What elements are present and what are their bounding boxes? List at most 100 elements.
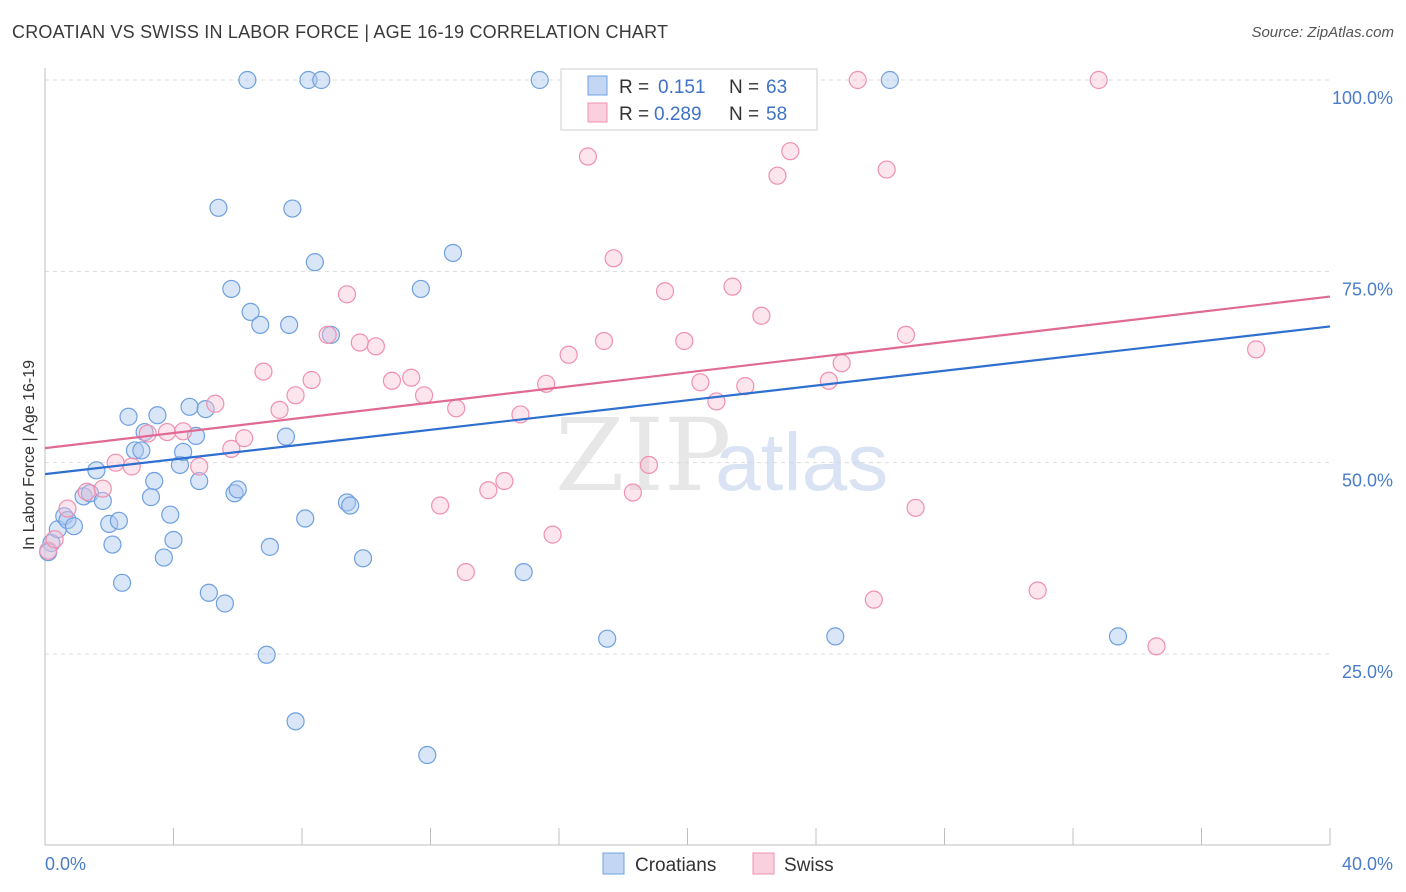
croatians-point-39 [260,537,279,556]
croatians-point-59 [826,627,845,646]
croatians-point-12 [112,573,132,592]
swiss-point-26 [447,399,466,418]
croatians-point-36 [241,302,260,321]
croatians-point-31 [215,594,234,613]
croatians-point-57 [598,629,617,648]
croatians-point-11 [109,511,128,530]
series-croatians [39,70,1128,765]
croatians-point-60 [880,70,899,90]
swiss-point-29 [495,471,514,491]
swiss-point-28 [479,481,498,500]
swiss-point-22 [382,371,402,390]
swiss-point-57 [1147,637,1166,656]
legend-n-label-2: N = [729,104,759,125]
swiss-point-23 [402,368,421,387]
croatians-point-4 [64,517,84,536]
swiss-point-50 [848,70,867,90]
swiss-point-0 [39,541,58,560]
swiss-point-1 [45,530,64,549]
swiss-point-43 [723,277,742,296]
swiss-point-21 [366,337,385,356]
croatians-point-50 [341,496,360,515]
swiss-point-55 [1028,581,1047,600]
croatians-point-40 [276,427,296,446]
x-tick-label-min: 0.0% [45,854,86,874]
watermark-zip: ZIP [555,397,731,514]
croatians-point-28 [196,399,215,419]
croatians-point-37 [251,315,270,335]
swiss-point-18 [318,325,337,344]
croatians-point-49 [337,493,357,512]
swiss-point-41 [691,373,710,392]
swiss-point-6 [122,457,141,476]
trend-lines [44,295,1331,476]
swiss-point-53 [896,325,916,344]
croatians-point-20 [154,548,173,567]
swiss-point-25 [431,496,450,515]
croatians-point-61 [1108,627,1128,646]
croatians-point-27 [190,471,209,491]
swiss-point-14 [254,362,273,381]
croatians-point-32 [222,279,241,299]
croatians-point-56 [530,70,549,90]
croatians-point-55 [514,563,533,582]
swiss-point-7 [138,424,157,443]
croatians-point-46 [305,253,324,272]
swiss-point-48 [819,371,838,390]
legend-n-value-1: 63 [766,77,787,98]
swiss-point-27 [456,563,475,582]
swiss-point-16 [286,386,305,405]
legend-r-value-2: 0.289 [654,104,702,125]
bottom-legend-swatch-swiss [752,852,775,875]
swiss-point-39 [655,282,675,301]
croatians-point-38 [257,645,276,664]
swiss-point-2 [58,499,77,518]
y-tick-label-50: 50.0% [1342,471,1393,491]
bottom-legend-swatch-croatians [602,852,625,875]
watermark-atlas: atlas [715,417,888,508]
swiss-point-19 [337,285,357,304]
croatians-point-42 [283,199,302,218]
axes [44,68,1331,846]
y-tick-label-25: 25.0% [1342,662,1393,682]
bottom-legend: Croatians Swiss [602,852,834,876]
croatians-point-51 [353,549,373,568]
swiss-point-49 [832,354,851,373]
swiss-point-47 [781,142,800,161]
croatians-point-53 [418,745,437,765]
legend-swatch-swiss [587,102,608,123]
croatians-point-25 [180,397,199,416]
swiss-point-5 [106,453,125,472]
swiss-point-20 [350,333,369,352]
bottom-legend-swiss: Swiss [784,855,834,876]
chart-title: CROATIAN VS SWISS IN LABOR FORCE | AGE 1… [12,22,669,42]
swiss-point-51 [864,590,883,609]
croatians-point-21 [161,505,180,524]
swiss-point-37 [623,483,642,502]
croatians-point-43 [286,712,305,731]
croatians-point-47 [312,70,331,90]
swiss-point-32 [543,525,562,544]
croatians-point-18 [145,471,164,491]
croatians-point-7 [87,461,106,480]
croatians-point-44 [296,509,315,528]
croatians-point-22 [164,530,183,550]
x-tick-labels: 0.0% 40.0% [45,854,1393,874]
croatians-point-35 [238,70,257,90]
swiss-point-15 [270,400,289,419]
bottom-legend-croatians: Croatians [635,855,716,876]
croatians-point-45 [299,70,318,90]
croatians-point-30 [209,198,228,217]
swiss-point-56 [1089,70,1108,90]
swiss-point-52 [877,160,896,179]
series-swiss [39,70,1266,656]
swiss-point-46 [768,166,787,185]
swiss-point-54 [906,498,925,517]
swiss-point-13 [235,429,254,448]
swiss-point-4 [93,479,112,498]
croatians-point-19 [148,406,167,425]
swiss-point-3 [77,482,96,501]
swiss-point-33 [559,345,578,364]
swiss-trend-line [44,295,1331,450]
